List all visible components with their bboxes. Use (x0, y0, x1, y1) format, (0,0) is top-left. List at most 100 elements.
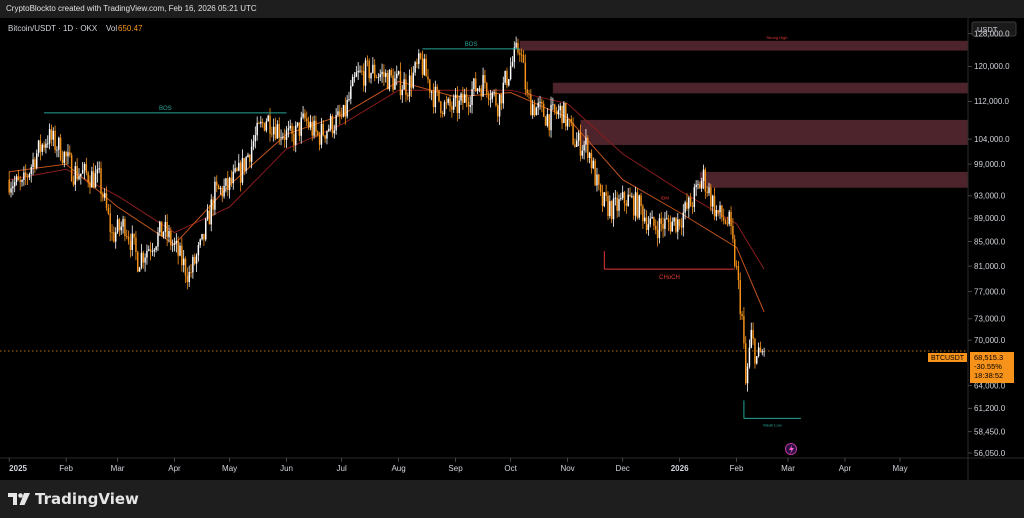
candle-body (328, 128, 330, 132)
candle-body (662, 223, 664, 229)
candle-body (746, 366, 749, 384)
candle-body (339, 111, 341, 117)
candle-body (550, 104, 552, 131)
candle-body (236, 168, 238, 171)
candle-body (440, 101, 442, 113)
candle-body (47, 143, 49, 145)
candle-body (267, 115, 269, 122)
candle-body (537, 102, 539, 108)
candle-body (74, 166, 77, 185)
candle-body (344, 105, 347, 117)
candle-body (70, 154, 73, 182)
candle-body (230, 177, 233, 184)
candle-body (541, 101, 543, 104)
time-axis-label: Mar (781, 464, 795, 473)
candle-body (302, 113, 304, 118)
price-axis-label: 58,450.0 (974, 427, 1006, 436)
candle-body (610, 201, 613, 220)
candle-body (465, 94, 468, 103)
candle-body (627, 194, 629, 206)
candle-body (495, 92, 497, 106)
candle-body (642, 206, 644, 222)
candle-body (563, 102, 565, 124)
candle-body (647, 224, 650, 230)
candle-body (397, 71, 400, 74)
candle-body (388, 70, 391, 90)
price-axis-label: 56,050.0 (974, 449, 1006, 458)
candle-body (234, 168, 236, 172)
candle-body (517, 42, 519, 53)
candle-body (576, 140, 578, 147)
candle-body (623, 192, 626, 204)
candle-body (324, 135, 326, 139)
bos-label: BOS (465, 42, 478, 48)
event-marker-icon[interactable] (785, 443, 797, 455)
bos-label: BOS (159, 106, 172, 112)
candle-body (30, 167, 32, 174)
candle-body (757, 347, 760, 357)
candle-body (69, 152, 71, 155)
candle-body (717, 210, 719, 213)
time-axis[interactable]: 2025 Feb Mar Apr May Jun Jul Aug Sep Oct Nov Dec 202… (8, 458, 908, 473)
candle-body (58, 137, 60, 150)
candle-body (669, 222, 672, 232)
price-chart[interactable]: Strong High BOS BOS CHoCH IDM Weak Low Bitcoi… (0, 18, 1024, 480)
candle-body (85, 164, 88, 173)
candle-body (245, 157, 247, 171)
candle-body (638, 195, 640, 218)
candle-body (151, 251, 154, 253)
candle-body (585, 137, 587, 145)
candle-body (748, 347, 751, 367)
candle-body (361, 70, 363, 72)
candle-body (702, 169, 705, 182)
candle-body (710, 187, 712, 207)
candle-body (704, 169, 707, 192)
chart-title: Bitcoin/USDT · 1D · OKX (8, 24, 98, 33)
candle-body (621, 192, 624, 199)
candle-body (535, 107, 538, 116)
candle-body (715, 210, 718, 217)
candle-body (618, 199, 620, 211)
candle-body (614, 197, 617, 199)
price-axis-label: 120,000.0 (974, 62, 1010, 71)
price-tag-price: 68,515.3 (974, 353, 1003, 362)
candle-body (680, 226, 683, 228)
candle-body (691, 206, 694, 208)
choch-label: CHoCH (659, 275, 680, 281)
candle-body (739, 280, 741, 314)
candle-body (124, 219, 126, 237)
supply-zone-4 (699, 171, 968, 188)
candle-body (491, 92, 494, 99)
price-tag: BTCUSDT 68,515.3 -30.55% 18:38:52 (928, 352, 1014, 383)
candle-body (36, 153, 38, 168)
candle-body (515, 42, 517, 48)
candle-body (754, 338, 756, 364)
candle-body (384, 73, 387, 77)
price-axis-label: 73,000.0 (974, 315, 1006, 324)
candle-body (631, 196, 633, 198)
candle-body (427, 76, 429, 80)
candle-body (274, 126, 277, 139)
candle-body (711, 195, 714, 207)
time-axis-label: Feb (730, 464, 744, 473)
time-axis-label: Apr (168, 464, 181, 473)
chart-frame[interactable]: Strong High BOS BOS CHoCH IDM Weak Low Bitcoi… (0, 18, 1024, 480)
candle-body (574, 144, 576, 147)
candle-body (37, 140, 40, 154)
candle-body (689, 197, 692, 207)
candle-body (342, 105, 345, 117)
currency-button[interactable]: USDT (971, 21, 1017, 37)
candle-body (333, 130, 336, 134)
candle-body (52, 130, 55, 140)
candle-body (142, 252, 145, 263)
candle-body (414, 62, 416, 73)
candle-body (598, 174, 600, 185)
candle-body (719, 205, 721, 213)
candle-body (179, 245, 181, 256)
candle-body (21, 179, 23, 182)
candle-body (730, 211, 732, 226)
candle-body (133, 233, 135, 238)
tradingview-logo[interactable]: TradingView (8, 490, 139, 508)
candle-body (383, 71, 385, 77)
price-axis[interactable]: 128,000.0 120,000.0 112,000.0 104,000.0 99,0… (968, 29, 1010, 458)
